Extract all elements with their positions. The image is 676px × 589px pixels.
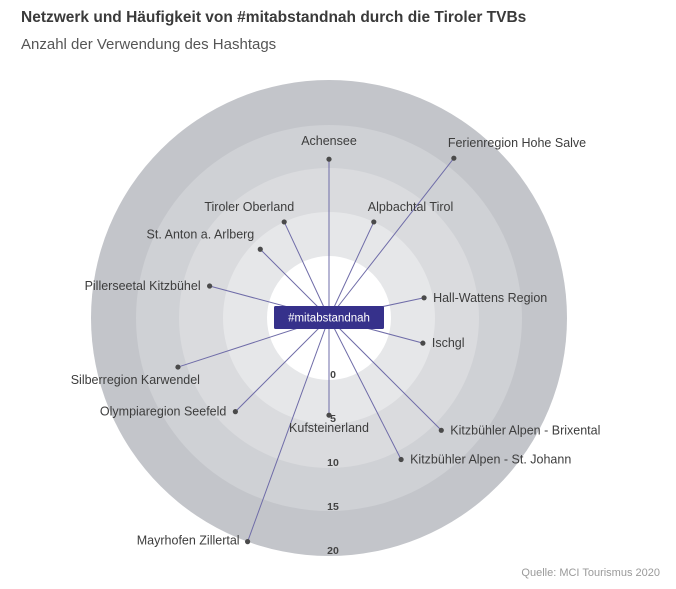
label-ischgl: Ischgl — [432, 336, 465, 350]
hub-label: #mitabstandnah — [288, 313, 370, 325]
tick-15: 15 — [327, 501, 339, 513]
tick-5: 5 — [330, 413, 336, 425]
point-ferienregion-hohe-salve — [451, 155, 457, 161]
tick-20: 20 — [327, 545, 339, 557]
point-kufsteinerland — [326, 412, 332, 418]
label-st-anton-a-arlberg: St. Anton a. Arlberg — [147, 227, 255, 241]
label-ferienregion-hohe-salve: Ferienregion Hohe Salve — [448, 136, 586, 150]
point-kitzbühler-alpen-st-johann — [398, 456, 404, 463]
point-alpbachtal-tirol — [371, 219, 377, 225]
spoke-olympiaregion-seefeld — [235, 317, 330, 412]
label-mayrhofen-zillertal: Mayrhofen Zillertal — [137, 534, 240, 548]
point-kitzbühler-alpen-brixental — [438, 427, 444, 433]
label-silberregion-karwendel: Silberregion Karwendel — [71, 373, 200, 387]
chart-subtitle: Anzahl der Verwendung des Hashtags — [21, 36, 277, 53]
label-tiroler-oberland: Tiroler Oberland — [204, 200, 294, 214]
hub: #mitabstandnah — [274, 306, 384, 329]
data-points — [175, 155, 457, 545]
hub-box — [274, 306, 384, 329]
spoke-alpbachtal-tirol — [328, 221, 375, 319]
spoke-ferienregion-hohe-salve — [328, 157, 455, 319]
point-achensee — [326, 156, 332, 162]
point-pillerseetal-kitzbühel — [207, 283, 213, 289]
tick-10: 10 — [327, 457, 339, 469]
label-olympiaregion-seefeld: Olympiaregion Seefeld — [100, 405, 227, 419]
point-tiroler-oberland — [281, 219, 287, 225]
chart-title: Netzwerk und Häufigkeit von #mitabstandn… — [21, 9, 527, 26]
source-note: Quelle: MCI Tourismus 2020 — [521, 567, 660, 579]
point-hall-wattens-region — [421, 295, 427, 301]
label-alpbachtal-tirol: Alpbachtal Tirol — [368, 200, 453, 214]
label-pillerseetal-kitzbühel: Pillerseetal Kitzbühel — [85, 279, 201, 293]
spoke-tiroler-oberland — [283, 221, 330, 319]
point-labels: Achensee Ferienregion Hohe Salve Alpbachta… — [71, 134, 601, 547]
point-ischgl — [420, 340, 426, 346]
label-kitzbühler-alpen-brixental: Kitzbühler Alpen - Brixental — [450, 423, 600, 437]
point-silberregion-karwendel — [175, 364, 181, 370]
point-olympiaregion-seefeld — [232, 409, 238, 415]
label-kitzbühler-alpen-st-johann: Kitzbühler Alpen - St. Johann — [410, 452, 571, 466]
label-hall-wattens-region: Hall-Wattens Region — [433, 291, 547, 305]
spoke-kitzbühler-alpen-brixental — [328, 317, 442, 431]
point-mayrhofen-zillertal — [244, 539, 251, 545]
tick-0: 0 — [330, 369, 336, 381]
spoke-mayrhofen-zillertal — [247, 317, 330, 542]
label-kufsteinerland: Kufsteinerland — [289, 421, 369, 435]
point-st-anton-a-arlberg — [257, 246, 263, 252]
label-achensee: Achensee — [301, 134, 357, 148]
spoke-kitzbühler-alpen-st-johann — [328, 317, 402, 460]
radial-tick-labels: 0 5 10 15 20 — [327, 369, 339, 557]
